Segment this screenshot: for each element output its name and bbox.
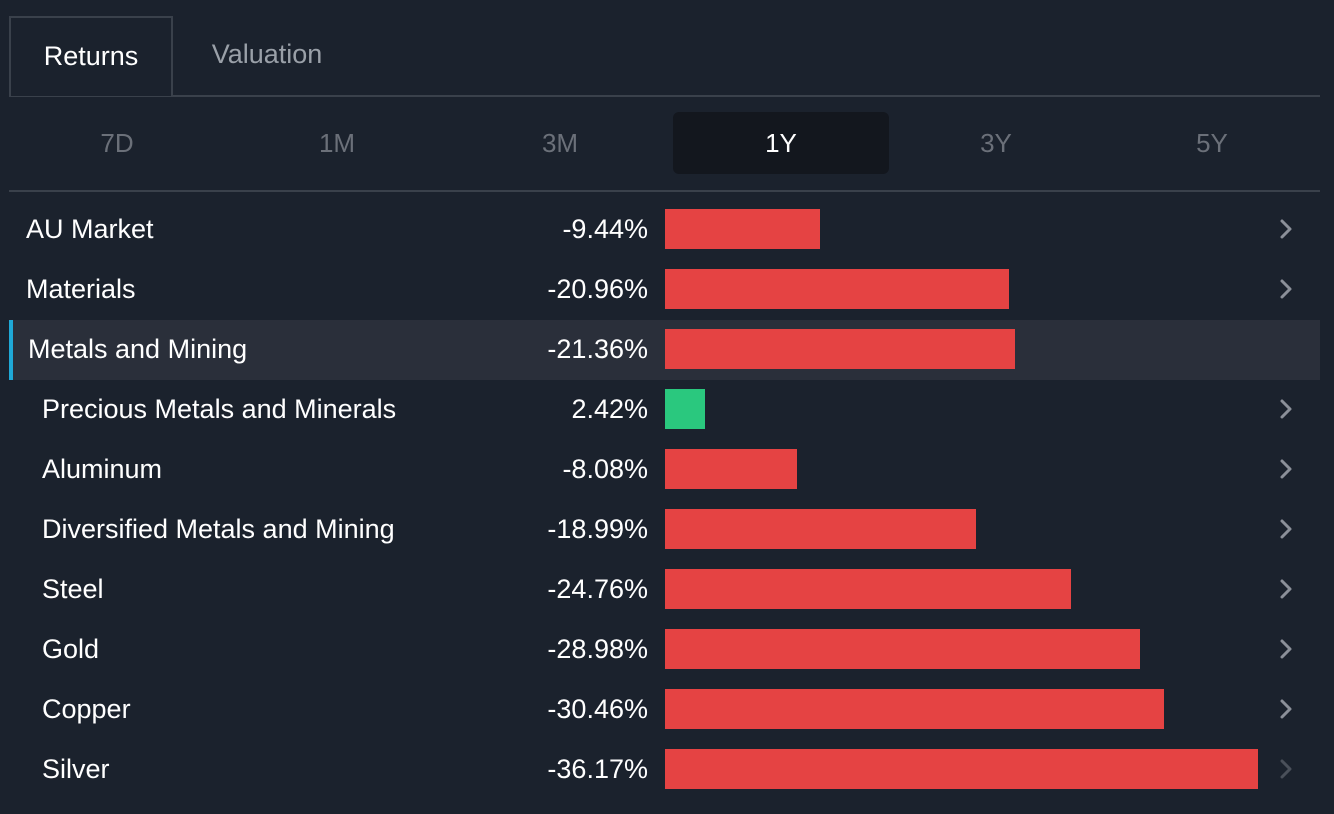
period-5y[interactable]: 5Y [1196, 128, 1228, 158]
row-value: -21.36% [547, 334, 648, 364]
bar-diversified-metals-and-mining [665, 509, 976, 549]
tab-valuation[interactable]: Valuation [211, 39, 323, 69]
row-value: -8.08% [562, 454, 648, 484]
row-label: Aluminum [42, 454, 163, 484]
row-label: Metals and Mining [28, 334, 248, 364]
row-value: -24.76% [547, 574, 648, 604]
row-value: -36.17% [547, 754, 648, 784]
returns-list: AU Market -9.44% Materials -20.96% Metals an… [9, 200, 1320, 800]
row-label: AU Market [26, 214, 154, 244]
bar-silver [665, 749, 1258, 789]
row-label: Precious Metals and Minerals [42, 394, 397, 424]
row-label: Copper [42, 694, 131, 724]
row-precious-metals-and-minerals[interactable]: Precious Metals and Minerals 2.42% [9, 380, 1320, 440]
row-aluminum[interactable]: Aluminum -8.08% [9, 440, 1320, 500]
period-7d[interactable]: 7D [100, 128, 134, 158]
tab-bar: Returns Valuation [9, 16, 1320, 97]
row-silver[interactable]: Silver -36.17% [9, 740, 1320, 800]
bar-au-market [665, 209, 820, 249]
row-metals-and-mining[interactable]: Metals and Mining -21.36% [9, 320, 1320, 380]
chevron-right-icon[interactable] [1277, 396, 1295, 422]
period-1y[interactable]: 1Y [673, 112, 889, 174]
row-value: 2.42% [571, 394, 648, 424]
row-label: Gold [42, 634, 100, 664]
chevron-right-icon[interactable] [1277, 696, 1295, 722]
period-1m[interactable]: 1M [318, 128, 356, 158]
row-label: Diversified Metals and Mining [42, 514, 395, 544]
row-label: Silver [42, 754, 110, 784]
bar-materials [665, 269, 1009, 309]
chevron-right-icon[interactable] [1277, 636, 1295, 662]
row-materials[interactable]: Materials -20.96% [9, 260, 1320, 320]
chevron-right-icon[interactable] [1277, 276, 1295, 302]
chevron-right-icon[interactable] [1277, 216, 1295, 242]
row-steel[interactable]: Steel -24.76% [9, 560, 1320, 620]
chevron-right-icon[interactable] [1277, 516, 1295, 542]
bar-metals-and-mining [665, 329, 1015, 369]
row-copper[interactable]: Copper -30.46% [9, 680, 1320, 740]
row-value: -30.46% [547, 694, 648, 724]
row-value: -18.99% [547, 514, 648, 544]
row-label: Materials [26, 274, 136, 304]
bar-steel [665, 569, 1071, 609]
chevron-right-icon[interactable] [1277, 756, 1295, 782]
row-au-market[interactable]: AU Market -9.44% [9, 200, 1320, 260]
row-diversified-metals-and-mining[interactable]: Diversified Metals and Mining -18.99% [9, 500, 1320, 560]
period-3y[interactable]: 3Y [980, 128, 1012, 158]
row-value: -9.44% [562, 214, 648, 244]
period-selector: 7D 1M 3M 1Y 3Y 5Y [9, 96, 1320, 192]
row-label: Steel [42, 574, 104, 604]
bar-copper [665, 689, 1164, 729]
bar-aluminum [665, 449, 797, 489]
period-3m[interactable]: 3M [541, 128, 579, 158]
row-gold[interactable]: Gold -28.98% [9, 620, 1320, 680]
tab-returns[interactable]: Returns [9, 16, 173, 96]
bar-precious-metals-and-minerals [665, 389, 705, 429]
row-value: -28.98% [547, 634, 648, 664]
chevron-right-icon[interactable] [1277, 576, 1295, 602]
bar-gold [665, 629, 1140, 669]
row-value: -20.96% [547, 274, 648, 304]
chevron-right-icon[interactable] [1277, 456, 1295, 482]
